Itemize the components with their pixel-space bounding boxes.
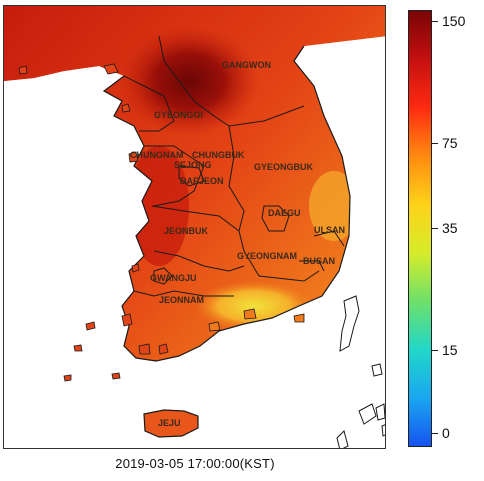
colorbar-tick: [432, 350, 438, 351]
region-label-ulsan: ULSAN: [314, 225, 345, 235]
region-label-busan: BUSAN: [303, 256, 335, 266]
colorbar-label: 0: [442, 425, 450, 441]
colorbar-tick: [432, 433, 438, 434]
jeju-island: [143, 409, 199, 438]
region-label-gwangju: GWANGJU: [150, 273, 197, 283]
region-label-sejong: SEJONG: [174, 160, 212, 170]
region-label-gyeongnam: GYEONGNAM: [237, 251, 297, 261]
region-label-gyeonggi: GYEONGGI: [154, 110, 203, 120]
region-label-jeonbuk: JEONBUK: [164, 226, 209, 236]
colorbar-tick: [432, 21, 438, 22]
colorbar-ticks: 150 75 35 15 0: [432, 10, 484, 447]
region-label-gyeongbuk: GYEONGBUK: [254, 162, 314, 172]
region-label-jeonnam: JEONNAM: [159, 295, 204, 305]
colorbar-label: 15: [442, 342, 458, 358]
region-label-jeju: JEJU: [158, 418, 181, 428]
region-label-gangwon: GANGWON: [222, 60, 271, 70]
colorbar: [408, 10, 432, 447]
pm-concentration-map: GANGWON GYEONGGI CHUNGNAM CHUNGBUK SEJON…: [4, 6, 385, 448]
province-boundaries: [123, 35, 345, 297]
colorbar-label: 150: [442, 13, 466, 29]
region-label-daejeon: DAEJEON: [180, 176, 224, 186]
region-label-daegu: DAEGU: [268, 208, 301, 218]
map-panel: GANGWON GYEONGGI CHUNGNAM CHUNGBUK SEJON…: [3, 5, 386, 449]
region-label-chungbuk: CHUNGBUK: [192, 150, 245, 160]
west-coast-islands: [18, 63, 169, 382]
region-label-chungnam: CHUNGNAM: [130, 150, 184, 160]
map-timestamp: 2019-03-05 17:00:00(KST): [115, 456, 275, 471]
peninsula-outline: [102, 45, 351, 362]
colorbar-tick: [432, 228, 438, 229]
south-coast-islands: [208, 308, 305, 332]
colorbar-tick: [432, 143, 438, 144]
colorbar-label: 35: [442, 220, 458, 236]
colorbar-label: 75: [442, 135, 458, 151]
eastern-islands: [336, 295, 385, 448]
